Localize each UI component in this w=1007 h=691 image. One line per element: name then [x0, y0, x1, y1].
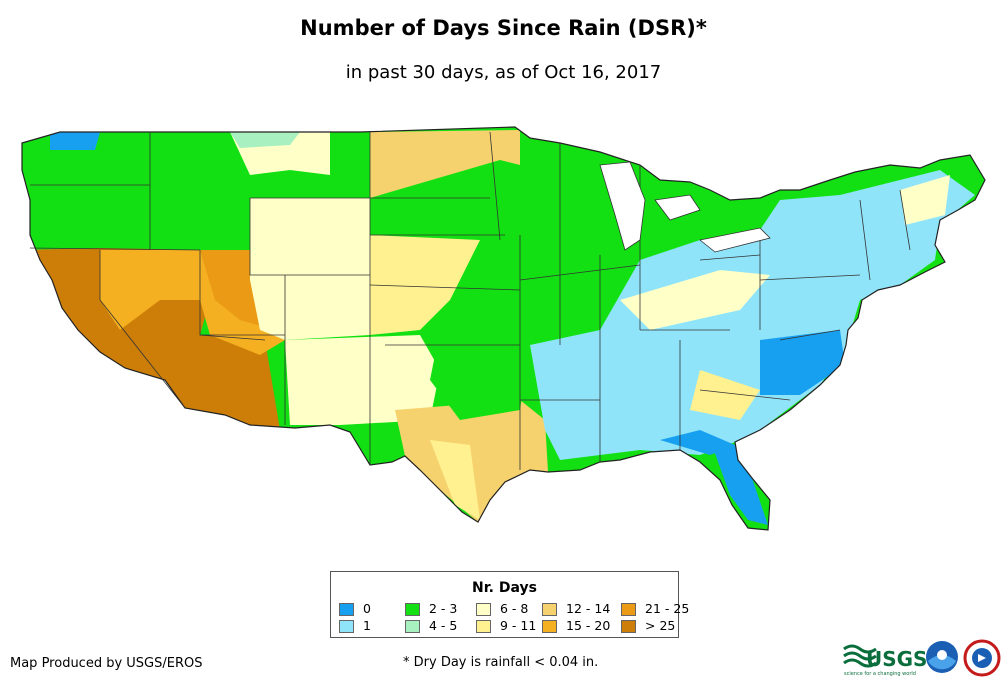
- svg-text:science for a changing world: science for a changing world: [844, 671, 916, 677]
- legend-item: 2 - 3: [405, 602, 457, 616]
- legend-item: 6 - 8: [476, 602, 528, 616]
- legend-swatch: [542, 620, 557, 633]
- noaa-logo: [926, 641, 958, 673]
- usgs-logo: USGS science for a changing world: [843, 644, 927, 677]
- nws-logo: [963, 639, 1001, 677]
- map-subtitle: in past 30 days, as of Oct 16, 2017: [345, 62, 662, 83]
- legend-label: 0: [363, 601, 371, 616]
- map-legend: Nr. Days 0 1 2 - 3 4 - 5 6 - 8 9 - 11 12 - 14 1…: [330, 571, 689, 638]
- legend-item: 0: [339, 602, 371, 616]
- map-credit: Map Produced by USGS/EROS: [10, 656, 203, 671]
- legend-item: 4 - 5: [405, 619, 457, 633]
- legend-label: 15 - 20: [566, 618, 611, 633]
- legend-label: 4 - 5: [429, 618, 458, 633]
- legend-swatch: [476, 603, 491, 616]
- legend-item: 12 - 14: [542, 602, 610, 616]
- legend-item: 9 - 11: [476, 619, 536, 633]
- legend-label: 21 - 25: [645, 601, 690, 616]
- legend-swatch: [476, 620, 491, 633]
- legend-swatch: [621, 603, 636, 616]
- legend-item: > 25: [621, 619, 675, 633]
- legend-swatch: [339, 603, 354, 616]
- svg-text:USGS: USGS: [866, 647, 927, 671]
- map-title: Number of Days Since Rain (DSR)*: [300, 16, 707, 40]
- legend-title: Nr. Days: [472, 580, 537, 596]
- legend-swatch: [405, 620, 420, 633]
- legend-swatch: [339, 620, 354, 633]
- legend-item: 1: [339, 619, 371, 633]
- us-dsr-map: [21, 126, 986, 531]
- legend-swatch: [542, 603, 557, 616]
- legend-label: 12 - 14: [566, 601, 611, 616]
- legend-label: 1: [363, 618, 371, 633]
- legend-item: 15 - 20: [542, 619, 610, 633]
- legend-swatch: [405, 603, 420, 616]
- legend-label: 6 - 8: [500, 601, 529, 616]
- dry-day-note: * Dry Day is rainfall < 0.04 in.: [403, 655, 599, 670]
- legend-swatch: [621, 620, 636, 633]
- legend-label: 2 - 3: [429, 601, 458, 616]
- legend-label: > 25: [645, 618, 676, 633]
- legend-item: 21 - 25: [621, 602, 689, 616]
- agency-logos: USGS science for a changing world: [843, 639, 1001, 677]
- legend-label: 9 - 11: [500, 618, 537, 633]
